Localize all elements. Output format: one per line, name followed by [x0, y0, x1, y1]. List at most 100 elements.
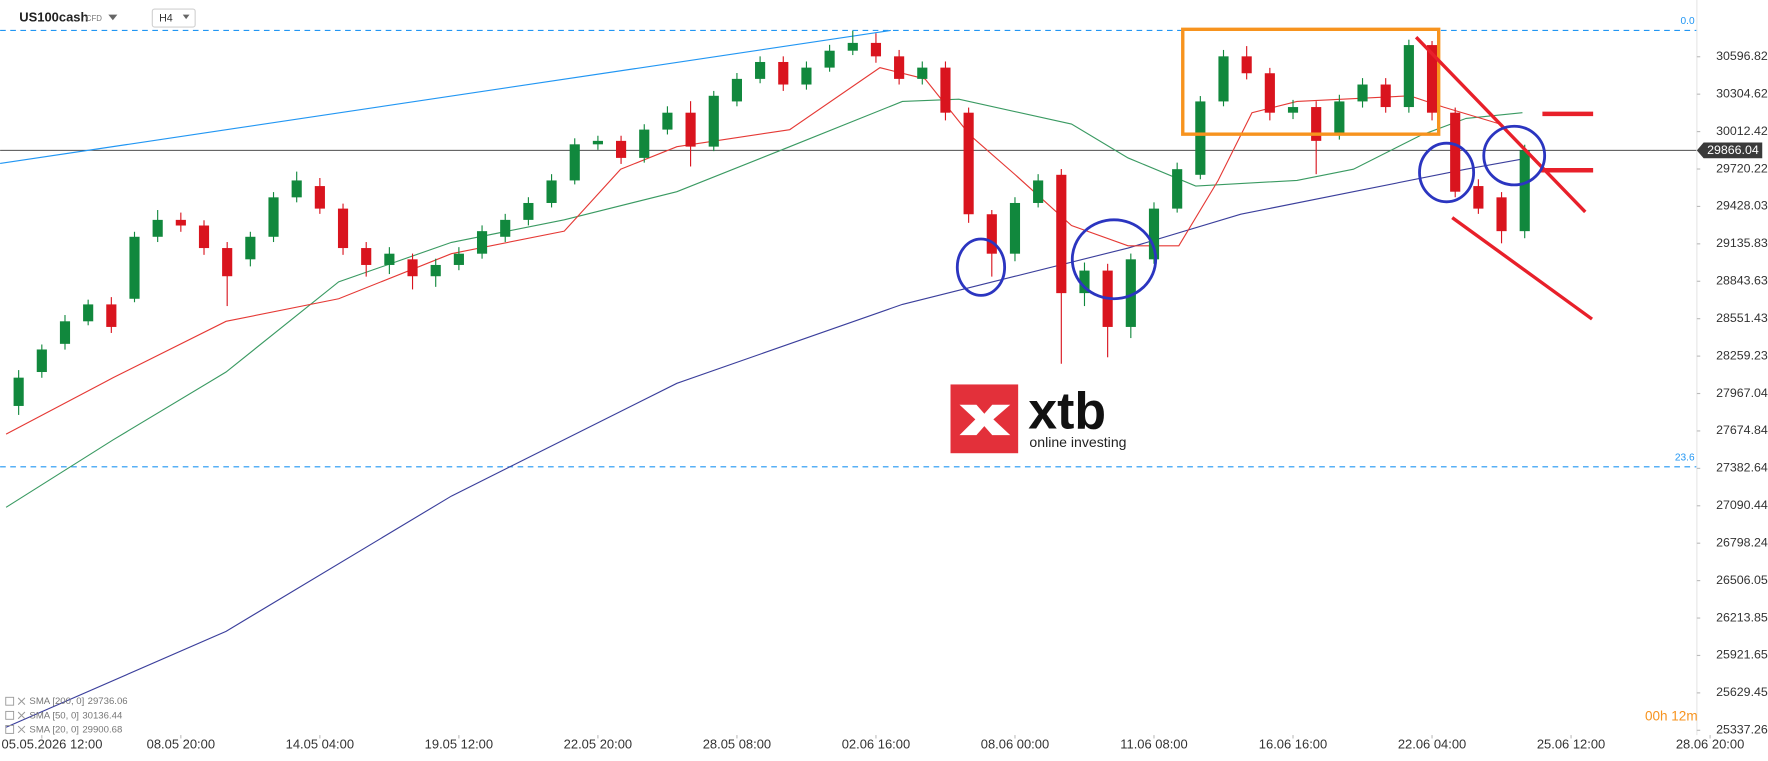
highlight-circle [1418, 141, 1476, 204]
y-tick-label: 25921.65 [1716, 648, 1768, 662]
legend-name: SMA [20, 0] [29, 724, 79, 735]
candle-body [1403, 45, 1414, 108]
candle-body [291, 180, 302, 198]
candle-body [986, 214, 997, 254]
candle-body [59, 321, 71, 344]
candle-body [523, 202, 534, 220]
candle-body [546, 180, 557, 203]
y-tick-label: 29428.03 [1716, 199, 1768, 213]
y-tick-label: 30012.42 [1716, 124, 1768, 138]
legend-close[interactable] [17, 711, 26, 720]
candle-body [83, 304, 94, 322]
candle-body [1009, 202, 1021, 254]
legend-close[interactable] [17, 697, 26, 705]
candle-body [453, 253, 464, 265]
legend-value: 30136.44 [82, 710, 123, 721]
candle-body [222, 248, 233, 277]
candle-body [917, 67, 928, 79]
candle-body [407, 259, 418, 277]
x-tick-label: 19.05 12:00 [425, 737, 493, 752]
y-tick-label: 28259.23 [1716, 348, 1768, 362]
y-tick-label: 26798.24 [1716, 535, 1768, 549]
candle-body [314, 186, 325, 209]
legend-entry: SMA [50, 0] 30136.44 [29, 710, 123, 721]
candle-body [337, 208, 349, 249]
y-tick-label: 27967.04 [1716, 386, 1768, 400]
y-tick-label: 27674.84 [1716, 423, 1768, 437]
candle-body [175, 219, 186, 226]
x-tick-label: 25.06 12:00 [1537, 737, 1605, 752]
x-tick-label: 02.06 16:00 [842, 737, 910, 752]
x-tick-label: 08.05 20:00 [147, 737, 215, 752]
instrument-name[interactable]: US100cash [19, 9, 88, 24]
candle-body [894, 56, 905, 79]
timeframe-select[interactable] [151, 8, 196, 28]
fib-label: 23.6 [1675, 452, 1695, 463]
legend-entry: SMA [20, 0] 29900.68 [29, 724, 122, 735]
indicator-line [5, 98, 1523, 508]
candle-body [963, 112, 974, 215]
candle-body [430, 264, 441, 277]
candle-body [1473, 186, 1484, 209]
candle-body [1496, 197, 1507, 232]
dropdown-arrow[interactable] [108, 14, 118, 21]
x-tick-label: 05.05.2026 12:00 [2, 737, 103, 752]
axis-layer: 30596.82 30304.62 30012.42 29720.22 29428.03… [2, 49, 1768, 752]
candle-body [1426, 45, 1438, 113]
candle-body [36, 349, 47, 373]
channel-line [1451, 216, 1594, 321]
legend-close[interactable] [17, 725, 26, 734]
logo-text: xtb [1028, 382, 1106, 440]
candle-body [152, 219, 163, 237]
y-tick-label: 25629.45 [1716, 685, 1768, 699]
legend-icon[interactable] [5, 725, 15, 734]
logo-tagline: online investing [1029, 434, 1126, 450]
candle-countdown: 00h 12m [1645, 709, 1698, 724]
last-price-label: 29866.04 [1707, 143, 1759, 157]
candle-body [755, 61, 766, 79]
header: US100cash CFD H4 [19, 8, 196, 28]
legend-value: 29736.06 [88, 696, 128, 707]
legend-name: SMA [200, 0] [29, 696, 84, 707]
y-tick-label: 25337.26 [1716, 723, 1768, 737]
y-tick-label: 29135.83 [1716, 236, 1768, 250]
candle-body [1241, 56, 1252, 74]
candle-body [592, 140, 603, 145]
candle-body [870, 42, 882, 57]
legend-name: SMA [50, 0] [29, 710, 79, 721]
candle-body [1172, 169, 1183, 209]
y-tick-label: 29720.22 [1716, 161, 1768, 175]
candle-body [500, 219, 511, 237]
candle-body [1380, 84, 1391, 108]
candle-body [198, 225, 210, 249]
x-tick-label: 14.05 04:00 [286, 737, 354, 752]
y-tick-label: 28843.63 [1716, 274, 1768, 288]
candle-body [1148, 208, 1160, 260]
x-tick-label: 11.06 08:00 [1120, 737, 1187, 752]
candle-body [662, 112, 673, 130]
channel-line [1414, 36, 1587, 214]
candle-body [1519, 150, 1530, 232]
candle-body [824, 50, 835, 68]
logo-icon [959, 404, 1011, 436]
y-tick-label: 30596.82 [1716, 49, 1768, 63]
candle-body [245, 236, 256, 260]
legend-icon[interactable] [5, 696, 15, 706]
candle-body [268, 197, 279, 237]
legend-value: 29900.68 [82, 724, 122, 735]
legend-icon[interactable] [5, 710, 15, 720]
candle-body [1033, 180, 1044, 203]
legend-entry: SMA [200, 0] 29736.06 [29, 696, 127, 707]
candle-body [476, 231, 488, 254]
candle-body [1287, 107, 1299, 113]
candle-body [13, 377, 24, 406]
candle-body [1056, 174, 1067, 294]
candle-body [569, 144, 580, 181]
candle-body [361, 248, 372, 265]
dropdown-arrow[interactable] [182, 14, 190, 20]
candle-body [1311, 107, 1322, 141]
candle-body [1125, 259, 1136, 327]
